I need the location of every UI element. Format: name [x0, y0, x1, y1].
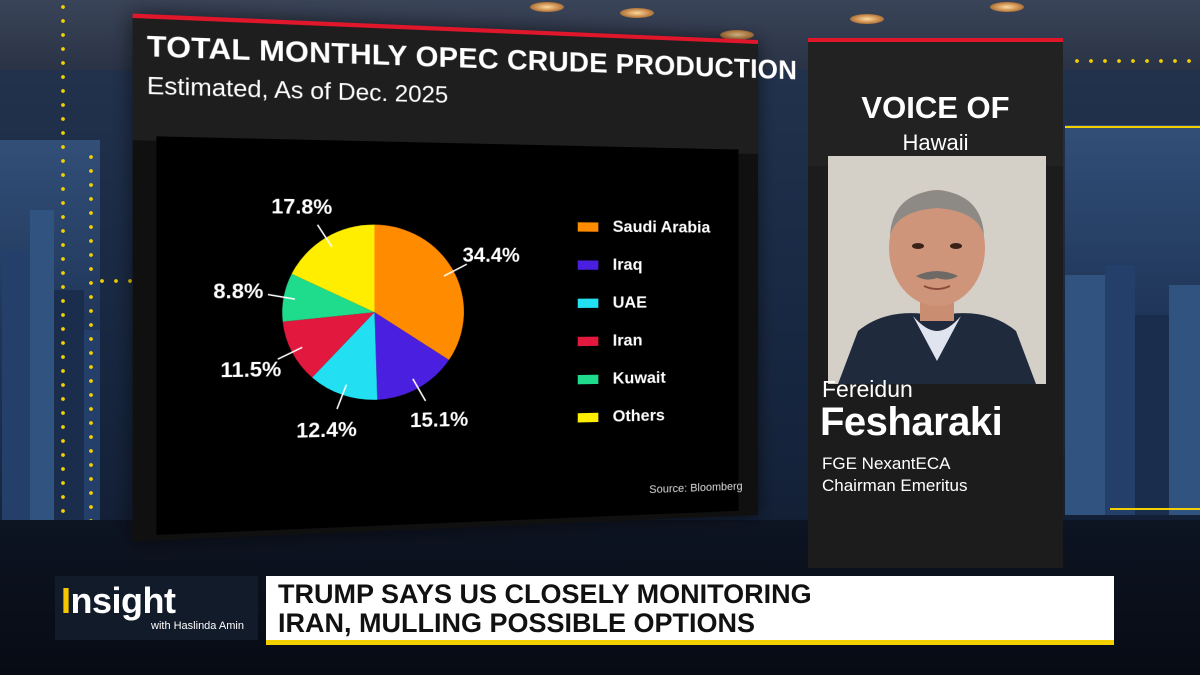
ceiling-light [990, 2, 1024, 12]
legend-item: Others [578, 396, 729, 437]
city-window-left [0, 140, 100, 525]
guest-location: Hawaii [808, 130, 1063, 156]
legend-label: Iraq [613, 256, 643, 274]
show-host: with Haslinda Amin [151, 620, 244, 632]
legend-swatch [578, 222, 599, 231]
guest-first-name: Fereidun [822, 376, 913, 403]
show-branding: Insight with Haslinda Amin [55, 576, 258, 640]
legend-label: Kuwait [613, 369, 666, 388]
headline-line-1: TRUMP SAYS US CLOSELY MONITORING [278, 580, 812, 609]
legend-item: Iran [578, 321, 729, 360]
ceiling-light [530, 2, 564, 12]
pie-data-label: 17.8% [271, 196, 332, 220]
guest-role: Chairman Emeritus [822, 476, 968, 496]
pie-data-label: 34.4% [463, 244, 520, 266]
legend-swatch [578, 375, 599, 385]
dot-line [88, 150, 94, 550]
pie-data-label: 12.4% [296, 419, 357, 443]
chart-subtitle: Estimated, As of Dec. 2025 [147, 72, 448, 109]
show-name: Insight [61, 580, 176, 622]
headline-line-2: IRAN, MULLING POSSIBLE OPTIONS [278, 609, 812, 638]
legend-swatch [578, 413, 599, 423]
dot-line [1070, 58, 1200, 64]
guest-portrait-image [828, 156, 1046, 384]
pie-chart: 34.4% 15.1% 12.4% 11.5% 8.8% 17.8% [156, 136, 577, 535]
legend-label: UAE [613, 294, 647, 313]
guest-last-name: Fesharaki [820, 400, 1002, 445]
city-window-right [1065, 125, 1200, 515]
pie-data-label: 11.5% [220, 359, 281, 383]
legend-swatch [578, 337, 599, 346]
legend-item: Iraq [578, 246, 729, 284]
yellow-line [1110, 508, 1200, 510]
legend-swatch [578, 299, 599, 308]
legend-item: Saudi Arabia [578, 208, 729, 247]
guest-panel: VOICE OF Hawaii Fereidun Fesharaki FGE N… [808, 38, 1063, 568]
ceiling-light [850, 14, 884, 24]
legend-item: UAE [578, 284, 729, 322]
legend-label: Saudi Arabia [613, 218, 711, 237]
chart-area: 34.4% 15.1% 12.4% 11.5% 8.8% 17.8% Saudi Arab… [156, 136, 738, 535]
voice-header: VOICE OF Hawaii [808, 38, 1063, 166]
legend-label: Iran [613, 332, 643, 351]
chart-screen: TOTAL MONTHLY OPEC CRUDE PRODUCTION Esti… [133, 14, 758, 542]
pie-data-label: 8.8% [213, 281, 263, 304]
pie-data-label: 15.1% [410, 408, 468, 432]
yellow-line [1065, 126, 1200, 128]
legend-swatch [578, 260, 599, 269]
legend-item: Kuwait [578, 358, 729, 398]
headline-bar: TRUMP SAYS US CLOSELY MONITORING IRAN, M… [266, 576, 1114, 645]
voice-title: VOICE OF [808, 90, 1063, 126]
legend-label: Others [613, 407, 665, 427]
guest-organization: FGE NexantECA [822, 454, 951, 474]
guest-photo [828, 156, 1046, 384]
headline-text: TRUMP SAYS US CLOSELY MONITORING IRAN, M… [278, 580, 812, 638]
chart-source: Source: Bloomberg [649, 481, 742, 497]
dot-line [60, 0, 66, 560]
chart-legend: Saudi Arabia Iraq UAE Iran Kuwait Others [578, 208, 729, 437]
ceiling-light [620, 8, 654, 18]
